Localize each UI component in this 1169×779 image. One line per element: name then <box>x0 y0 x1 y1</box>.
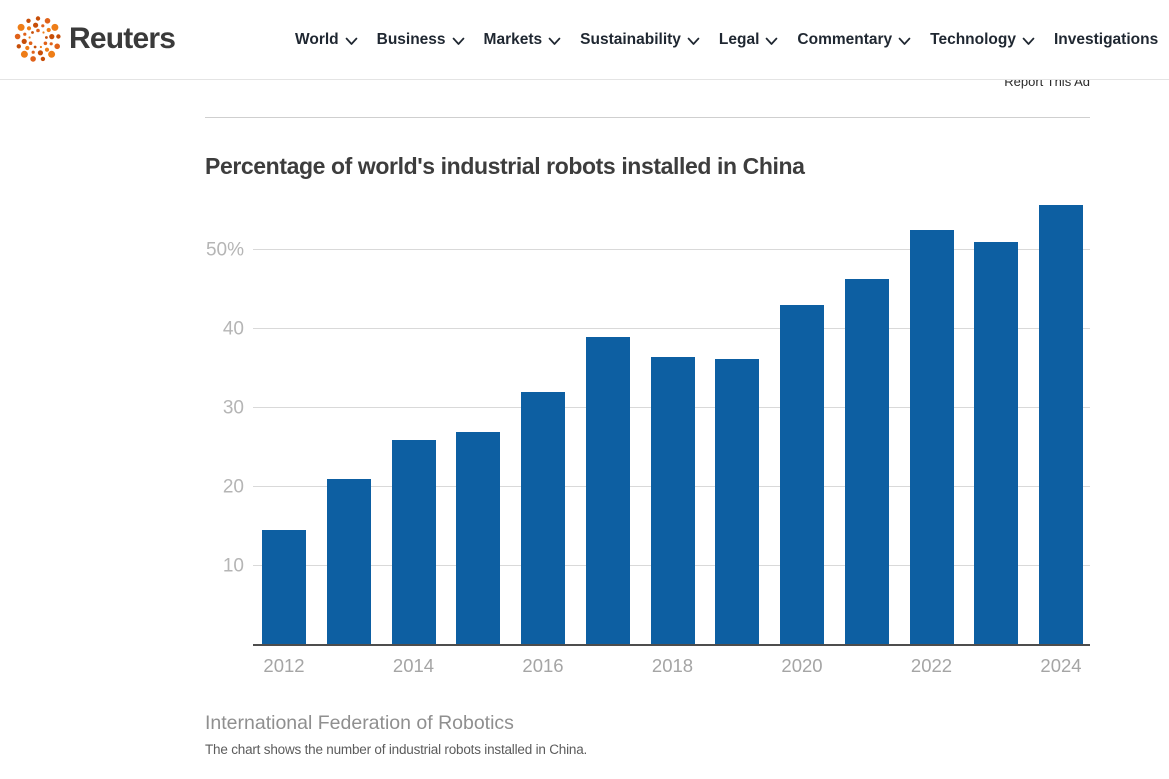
x-slot-2020: 2020 <box>780 655 824 677</box>
x-tick-label-2024: 2024 <box>1040 655 1082 676</box>
x-slot-2017 <box>586 655 630 677</box>
nav-item-world[interactable]: World <box>295 31 358 49</box>
x-tick-label-2016: 2016 <box>522 655 564 676</box>
chevron-down-icon <box>687 37 700 45</box>
chevron-down-icon <box>1022 37 1035 45</box>
bar-2012 <box>262 530 306 645</box>
nav-item-markets[interactable]: Markets <box>484 31 562 49</box>
gridline-40 <box>253 327 1090 329</box>
x-slot-2022: 2022 <box>910 655 954 677</box>
y-tick-label-30: 30 <box>222 397 244 419</box>
nav-item-label: Technology <box>930 31 1016 48</box>
content-divider <box>205 117 1090 118</box>
nav-menu: World Business Markets Sustainability Legal C… <box>295 0 1158 80</box>
y-tick-label-10: 10 <box>222 555 244 577</box>
y-tick-label-40: 40 <box>222 318 244 340</box>
bar-2022 <box>909 230 954 645</box>
bar-2018 <box>650 357 695 645</box>
bar-2023 <box>974 242 1019 645</box>
brand-wordmark: Reuters <box>69 22 176 55</box>
nav-item-technology[interactable]: Technology <box>930 31 1035 49</box>
y-tick-label-50: 50% <box>205 239 244 261</box>
nav-item-label: Investigations <box>1053 31 1159 48</box>
bar-chart-plot-area: 10 20 30 40 50% <box>206 193 1090 646</box>
x-slot-2024: 2024 <box>1039 655 1083 677</box>
chart-caption: The chart shows the number of industrial… <box>205 742 588 757</box>
reuters-logo[interactable]: Reuters <box>13 14 176 64</box>
bar-2020 <box>780 305 824 645</box>
chevron-down-icon <box>452 37 464 45</box>
nav-item-label: Markets <box>483 31 543 48</box>
bar-2014 <box>391 439 436 645</box>
x-tick-label-2022: 2022 <box>910 655 953 676</box>
reuters-logo-icon <box>14 16 61 62</box>
nav-item-commentary[interactable]: Commentary <box>797 31 911 49</box>
bar-2013 <box>326 479 371 645</box>
nav-item-label: Sustainability <box>580 31 681 48</box>
nav-item-label: World <box>295 31 339 48</box>
bar-2017 <box>585 336 630 645</box>
x-slot-2016: 2016 <box>521 655 565 677</box>
x-slot-2021 <box>845 655 889 677</box>
y-tick-label-20: 20 <box>222 476 244 498</box>
x-slot-2015 <box>456 655 500 677</box>
chevron-down-icon <box>898 37 911 45</box>
nav-item-legal[interactable]: Legal <box>719 31 778 49</box>
nav-item-business[interactable]: Business <box>377 31 465 49</box>
x-slot-2014: 2014 <box>392 655 436 677</box>
bar-2019 <box>715 358 760 645</box>
x-slot-2019 <box>715 655 759 677</box>
x-tick-label-2014: 2014 <box>392 655 435 676</box>
top-nav: Reuters World Business Markets Sustainabili… <box>0 0 1169 80</box>
chart-source: International Federation of Robotics <box>205 712 514 734</box>
x-axis-line <box>253 644 1090 646</box>
chart-title: Percentage of world's industrial robots … <box>205 153 805 179</box>
bar-2015 <box>456 431 501 645</box>
x-tick-label-2020: 2020 <box>781 655 823 676</box>
x-slot-2018: 2018 <box>651 655 695 677</box>
nav-item-label: Legal <box>718 31 760 48</box>
nav-item-label: Business <box>376 31 446 48</box>
chevron-down-icon <box>345 37 357 45</box>
nav-item-sustainability[interactable]: Sustainability <box>580 31 700 49</box>
x-slot-2013 <box>327 655 371 677</box>
x-slot-2012: 2012 <box>262 655 306 677</box>
bar-2024 <box>1039 204 1083 645</box>
chevron-down-icon <box>766 37 778 45</box>
chevron-down-icon <box>548 37 561 45</box>
bar-2021 <box>844 279 889 645</box>
bars-container <box>253 193 1090 645</box>
gridline-50 <box>253 248 1090 250</box>
nav-item-investigations[interactable]: Investigations <box>1054 31 1158 49</box>
x-tick-label-2012: 2012 <box>263 655 305 676</box>
bar-2016 <box>521 392 565 645</box>
x-slot-2023 <box>974 655 1018 677</box>
x-axis-labels: 2012 2014 2016 2018 2020 2022 2024 <box>253 655 1090 677</box>
x-tick-label-2018: 2018 <box>651 655 694 676</box>
nav-item-label: Commentary <box>797 31 893 48</box>
